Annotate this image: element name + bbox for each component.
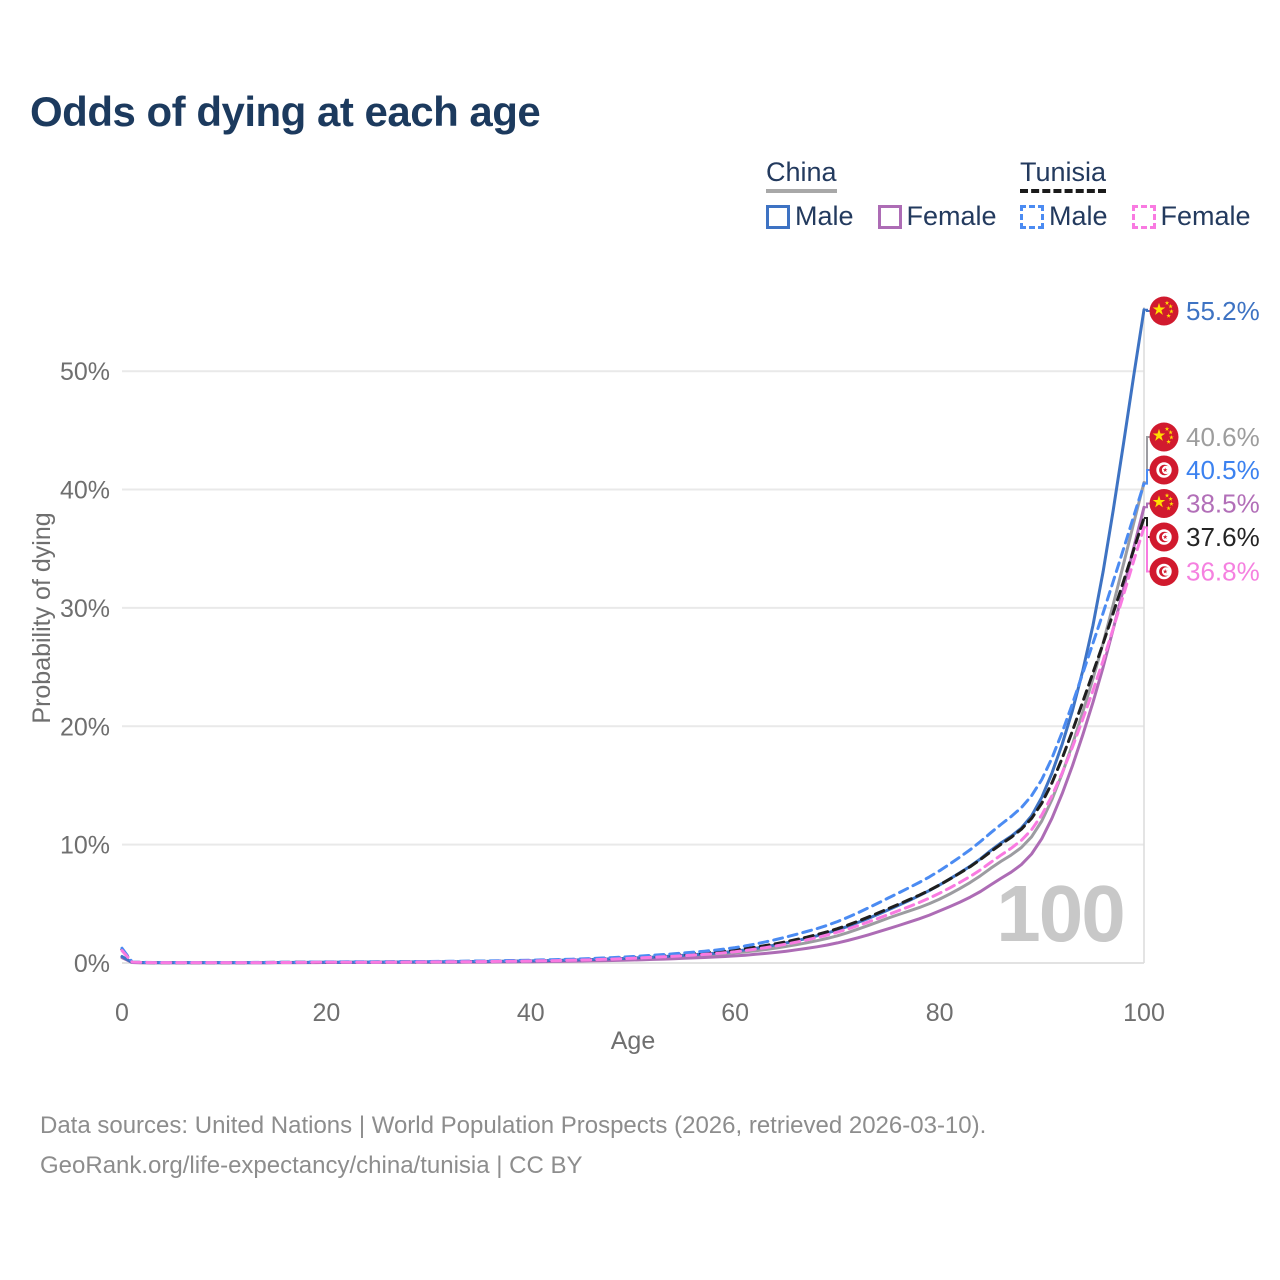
end-value-label-china-male: 55.2% xyxy=(1186,296,1260,326)
end-value-label-tunisia-male: 40.5% xyxy=(1186,455,1260,485)
end-value-label-tunisia-all: 37.6% xyxy=(1186,522,1260,552)
end-label-connector xyxy=(1144,436,1150,484)
y-tick-label: 0% xyxy=(74,950,110,978)
age-watermark: 100 xyxy=(996,869,1123,958)
footer-sources-line: Data sources: United Nations | World Pop… xyxy=(40,1112,987,1139)
end-value-label-tunisia-female: 36.8% xyxy=(1186,557,1260,587)
legend-item-label: Female xyxy=(906,201,997,231)
page-title: Odds of dying at each age xyxy=(30,88,541,135)
china-male-swatch-icon xyxy=(766,204,790,229)
china-flag-icon xyxy=(1149,296,1179,326)
legend-items-tunisia: Male Female xyxy=(1020,201,1251,232)
legend-group-title-china: China xyxy=(766,157,837,193)
legend-items-china: Male Female xyxy=(766,201,997,232)
series-line-china-male xyxy=(120,308,1146,965)
legend-item-label: Male xyxy=(1049,201,1108,231)
series-line-tunisia-female xyxy=(120,525,1146,965)
tunisia-female-swatch-icon xyxy=(1131,204,1156,229)
series-line-tunisia-all xyxy=(120,516,1146,965)
x-tick-label: 0 xyxy=(115,999,129,1027)
x-tick-label: 100 xyxy=(1123,999,1165,1027)
china-flag-icon xyxy=(1149,422,1179,452)
legend-item-china-male[interactable]: Male xyxy=(766,201,854,232)
end-value-label-china-all: 40.6% xyxy=(1186,422,1260,452)
series-line-tunisia-male xyxy=(120,482,1146,964)
legend-item-tunisia-female[interactable]: Female xyxy=(1131,201,1251,232)
footer: Data sources: United Nations | World Pop… xyxy=(40,1106,986,1186)
tunisia-male-swatch-icon xyxy=(1020,204,1044,229)
legend-item-label: Male xyxy=(795,201,854,231)
x-tick-label: 20 xyxy=(312,999,340,1027)
end-label-connector xyxy=(1144,308,1150,312)
x-tick-label: 60 xyxy=(721,999,749,1027)
legend-group-tunisia: Tunisia Male Female xyxy=(1020,157,1251,232)
china-female-swatch-icon xyxy=(877,204,902,229)
x-tick-label: 40 xyxy=(517,999,545,1027)
tunisia-flag-icon xyxy=(1149,455,1179,485)
y-tick-label: 50% xyxy=(60,358,110,386)
x-axis-title: Age xyxy=(611,1027,655,1055)
legend-item-china-female[interactable]: Female xyxy=(877,201,997,232)
end-label-connector xyxy=(1144,502,1150,509)
y-tick-label: 10% xyxy=(60,832,110,860)
y-tick-label: 30% xyxy=(60,595,110,623)
series-line-china-all xyxy=(120,481,1146,965)
end-value-label-china-female: 38.5% xyxy=(1186,489,1260,519)
end-label-connector xyxy=(1144,526,1150,573)
y-tick-label: 40% xyxy=(60,477,110,505)
legend-group-title-tunisia: Tunisia xyxy=(1020,157,1107,193)
tunisia-flag-icon xyxy=(1149,522,1179,552)
legend-item-tunisia-male[interactable]: Male xyxy=(1020,201,1108,232)
tunisia-flag-icon xyxy=(1149,557,1179,586)
footer-link-line: GeoRank.org/life-expectancy/china/tunisi… xyxy=(40,1152,583,1179)
legend-item-label: Female xyxy=(1160,201,1251,231)
end-label-connector xyxy=(1144,469,1150,485)
legend-group-china: China Male Female xyxy=(766,157,997,232)
y-axis-title: Probability of dying xyxy=(28,512,56,723)
series-line-china-female xyxy=(120,505,1146,965)
china-flag-icon xyxy=(1149,489,1179,518)
x-tick-label: 80 xyxy=(926,999,954,1027)
y-tick-label: 20% xyxy=(60,713,110,741)
